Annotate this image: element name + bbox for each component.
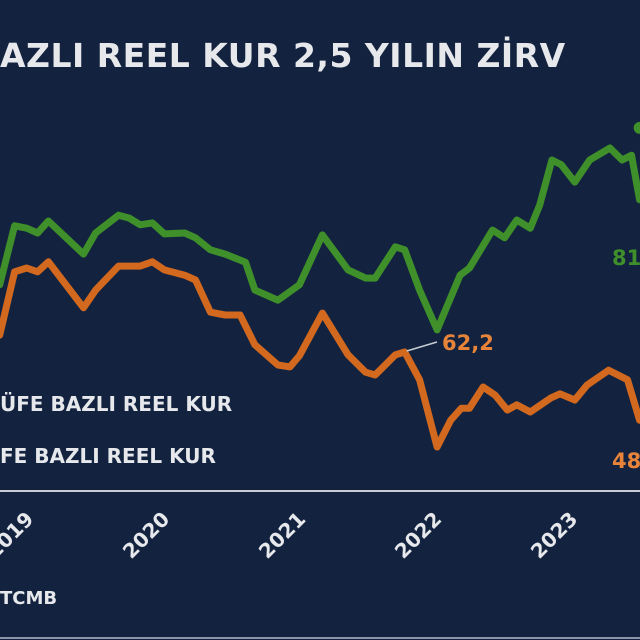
x-tick-label: 2022 <box>390 507 446 563</box>
x-tick-label: 2019 <box>0 507 38 563</box>
bottom-border <box>0 637 640 639</box>
annotation-leader-line <box>406 341 438 352</box>
annotation-label: 62,2 <box>442 331 494 355</box>
x-tick-label: 2020 <box>118 507 174 563</box>
latest-value-marker <box>633 121 640 134</box>
x-tick-label: 2021 <box>254 507 310 563</box>
x-tick-label: 2023 <box>526 507 582 563</box>
series-line-orange <box>0 258 640 451</box>
series-line-green <box>0 144 640 334</box>
annotation-label: 81 <box>612 246 640 270</box>
legend-item-green: ÜFE BAZLI REEL KUR <box>0 392 233 416</box>
annotation-label: 48 <box>612 449 640 473</box>
legend-item-orange: FE BAZLI REEL KUR <box>0 444 216 468</box>
chart-title: AZLI REEL KUR 2,5 YILIN ZİRV <box>0 36 566 75</box>
source-text: TCMB <box>0 588 58 609</box>
